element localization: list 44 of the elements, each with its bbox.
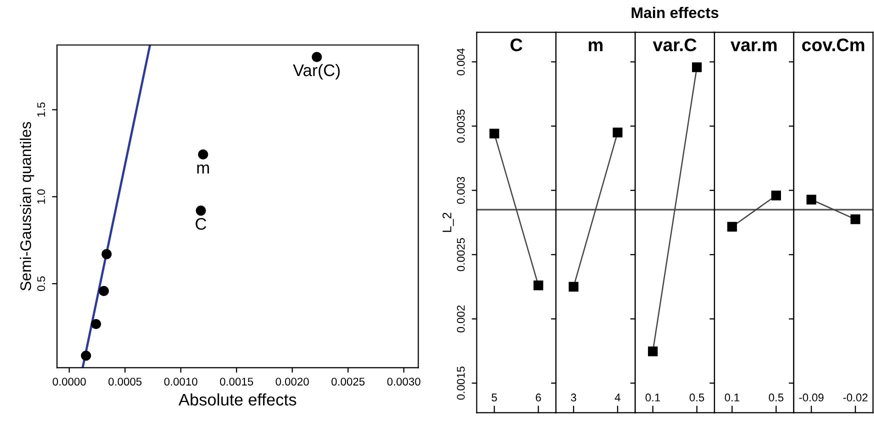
x-tick-label: 0.1 xyxy=(724,394,740,402)
x-tick-label: 5 xyxy=(492,394,497,402)
x-tick-label: 4 xyxy=(614,394,620,402)
point xyxy=(90,318,102,330)
y-tick-label: 0.003 xyxy=(456,176,465,204)
x-axis-title: Absolute effects xyxy=(178,393,296,406)
point xyxy=(198,149,208,160)
point xyxy=(98,286,109,296)
x-tick-label: 0.0020 xyxy=(276,378,309,386)
point xyxy=(102,249,112,260)
chart-title: m xyxy=(588,41,602,52)
x-tick-label: -0.02 xyxy=(843,394,868,402)
point xyxy=(196,206,206,216)
chart-title: var.m xyxy=(730,41,777,52)
annotation: C xyxy=(196,218,206,230)
chart-title: C xyxy=(510,38,522,52)
y-tick-label: 1.0 xyxy=(37,189,46,204)
x-tick-label: 0.0010 xyxy=(164,378,198,386)
y-tick-label: 1.5 xyxy=(37,102,46,117)
x-tick-label: 0.0015 xyxy=(220,378,254,386)
x-tick-label: 0.5 xyxy=(690,394,704,402)
chart-title: cov.Cm xyxy=(802,38,864,52)
x-tick-label: 0.0000 xyxy=(52,378,86,386)
chart-title: var.C xyxy=(652,38,696,52)
annotation: Var(C) xyxy=(292,64,340,80)
x-tick-label: 0.0030 xyxy=(387,378,420,386)
y-tick-label: 0.5 xyxy=(37,276,46,291)
y-tick-label: 0.0025 xyxy=(456,238,465,272)
x-tick-label: 6 xyxy=(536,394,541,402)
x-tick-label: 0.0025 xyxy=(331,378,365,386)
x-tick-label: -0.09 xyxy=(799,394,824,402)
x-tick-label: 0.5 xyxy=(768,394,784,402)
y-tick-label: 0.004 xyxy=(456,48,465,76)
point xyxy=(80,350,92,361)
text: Main effects xyxy=(632,6,718,18)
y-tick-label: 0.0035 xyxy=(456,110,465,143)
y-axis-title: L_2 xyxy=(442,212,454,232)
x-tick-label: 0.1 xyxy=(646,394,660,402)
x-tick-label: 3 xyxy=(570,394,576,402)
x-tick-label: 0.0005 xyxy=(108,378,142,386)
annotation: m xyxy=(197,164,209,174)
y-tick-label: 0.002 xyxy=(456,306,465,332)
y-axis-title: Semi-Gaussian quantiles xyxy=(20,122,34,291)
point xyxy=(312,52,322,62)
